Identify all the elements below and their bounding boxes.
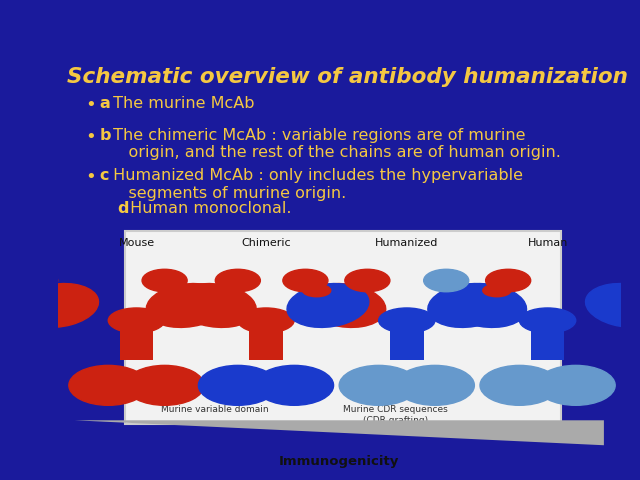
Ellipse shape <box>339 365 418 405</box>
FancyBboxPatch shape <box>125 231 561 423</box>
Ellipse shape <box>108 308 164 333</box>
Text: b: b <box>100 128 111 143</box>
Text: Humanized McAb : only includes the hypervariable
    segments of murine origin.: Humanized McAb : only includes the hyper… <box>108 168 523 201</box>
Text: Murine variable domain: Murine variable domain <box>161 405 269 414</box>
Ellipse shape <box>283 269 328 292</box>
Ellipse shape <box>303 284 331 297</box>
Text: Schematic overview of antibody humanization: Schematic overview of antibody humanizat… <box>67 67 628 87</box>
Ellipse shape <box>424 269 468 292</box>
Text: Murine CDR sequences
(CDR grafting): Murine CDR sequences (CDR grafting) <box>343 405 448 425</box>
Ellipse shape <box>379 308 435 333</box>
Ellipse shape <box>174 284 256 327</box>
Ellipse shape <box>125 365 204 405</box>
Ellipse shape <box>627 269 640 292</box>
Ellipse shape <box>215 269 260 292</box>
Text: Immunogenicity: Immunogenicity <box>279 455 399 468</box>
Polygon shape <box>120 328 154 360</box>
Text: •: • <box>85 96 96 114</box>
Ellipse shape <box>520 308 576 333</box>
Polygon shape <box>249 328 283 360</box>
Text: d: d <box>117 201 129 216</box>
Ellipse shape <box>238 308 294 333</box>
Text: Human monoclonal.: Human monoclonal. <box>125 201 292 216</box>
Ellipse shape <box>480 365 559 405</box>
Ellipse shape <box>483 284 511 297</box>
Text: •: • <box>85 128 96 146</box>
Ellipse shape <box>345 269 390 292</box>
Text: Human: Human <box>527 238 568 248</box>
Ellipse shape <box>255 365 333 405</box>
Ellipse shape <box>142 269 187 292</box>
Ellipse shape <box>69 365 148 405</box>
Ellipse shape <box>17 284 99 327</box>
Polygon shape <box>74 420 604 445</box>
Text: Chimeric: Chimeric <box>241 238 291 248</box>
Ellipse shape <box>586 284 640 327</box>
Text: The chimeric McAb : variable regions are of murine
    origin, and the rest of t: The chimeric McAb : variable regions are… <box>108 128 561 160</box>
Ellipse shape <box>198 365 277 405</box>
Text: c: c <box>100 168 109 183</box>
Text: Humanized: Humanized <box>375 238 438 248</box>
Ellipse shape <box>287 284 369 327</box>
Ellipse shape <box>486 269 531 292</box>
Ellipse shape <box>13 269 58 292</box>
Text: Mouse: Mouse <box>118 238 154 248</box>
Polygon shape <box>531 328 564 360</box>
Ellipse shape <box>304 284 386 327</box>
Text: The murine McAb: The murine McAb <box>108 96 254 111</box>
Ellipse shape <box>146 284 228 327</box>
Ellipse shape <box>396 365 474 405</box>
Text: •: • <box>85 168 96 187</box>
Ellipse shape <box>428 284 509 327</box>
Text: a: a <box>100 96 111 111</box>
Ellipse shape <box>536 365 615 405</box>
Ellipse shape <box>445 284 527 327</box>
Polygon shape <box>390 328 424 360</box>
